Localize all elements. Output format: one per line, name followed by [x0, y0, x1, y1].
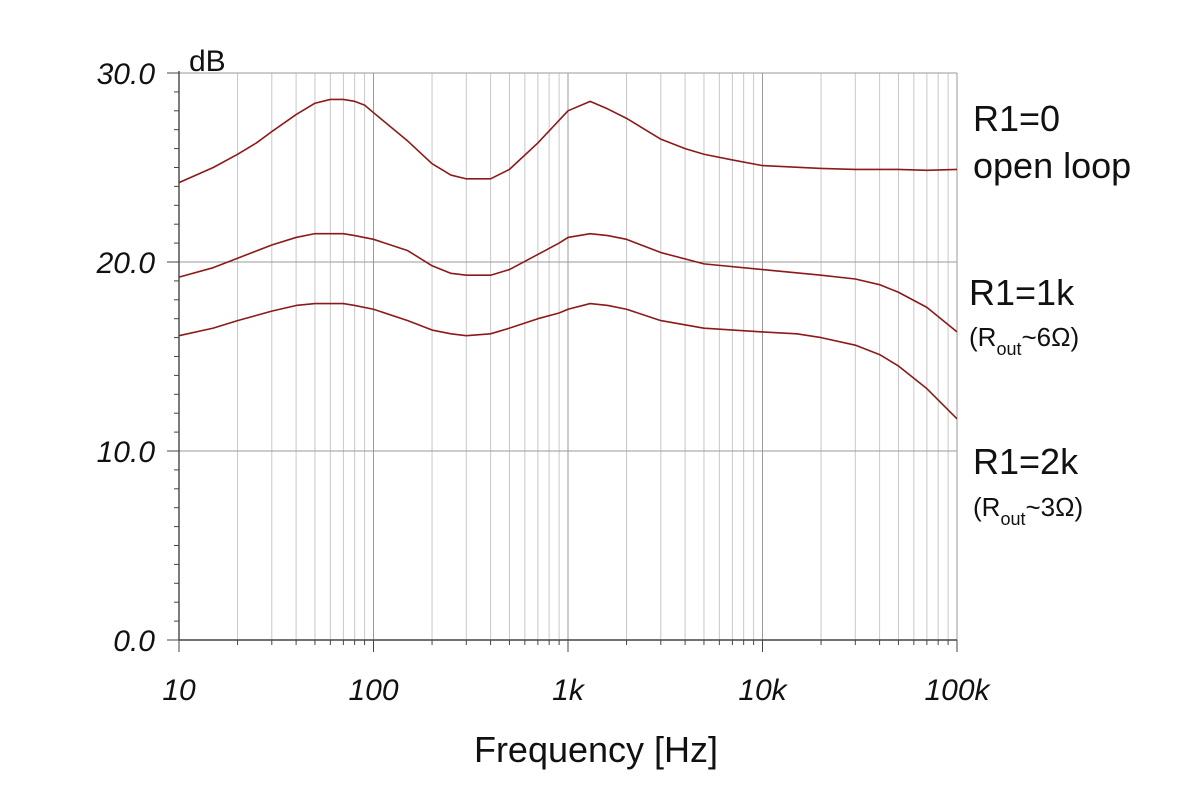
annotation-r1-1k-suffix: ~6Ω): [1021, 322, 1079, 352]
annotation-r1-0-line2: open loop: [973, 145, 1131, 186]
y-tick-label: 30.0: [97, 58, 156, 91]
series-lines: [178, 98, 958, 420]
annotation-r1-2k-suffix: ~3Ω): [1025, 492, 1083, 522]
annotation-r1-0-line1: R1=0: [973, 98, 1060, 139]
series-line-1: [178, 98, 958, 184]
annotation-r1-2k-line1: R1=2k: [973, 441, 1079, 482]
series-line-2: [178, 232, 958, 333]
x-tick-label: 10k: [738, 674, 788, 707]
x-tick-label: 1k: [552, 674, 586, 707]
x-tick-labels: 10 100 1k 10k 100k: [162, 674, 991, 707]
x-axis-title: Frequency [Hz]: [474, 729, 718, 770]
grid-minor: [237, 73, 949, 640]
x-tick-label: 100k: [924, 674, 991, 707]
annotation-r1-1k-subscript: out: [996, 339, 1021, 359]
y-tick-labels: 0.0 10.0 20.0 30.0: [96, 58, 156, 658]
annotation-r1-2k-line2: (Rout~3Ω): [973, 492, 1083, 529]
y-tick-label: 20.0: [96, 247, 156, 280]
annotation-r1-1k-line2: (Rout~6Ω): [969, 322, 1079, 359]
series-line-3: [178, 302, 958, 420]
annotation-r1-2k-prefix: (R: [973, 492, 1000, 522]
annotation-r1-2k-subscript: out: [1000, 509, 1025, 529]
x-tick-label: 10: [162, 674, 196, 707]
annotation-r1-1k-prefix: (R: [969, 322, 996, 352]
x-tick-label: 100: [348, 674, 398, 707]
annotation-r1-1k-line1: R1=1k: [969, 272, 1075, 313]
y-tick-label: 10.0: [97, 436, 156, 469]
y-axis-unit-label: dB: [189, 45, 226, 78]
y-tick-label: 0.0: [113, 625, 155, 658]
axes: [167, 71, 958, 652]
